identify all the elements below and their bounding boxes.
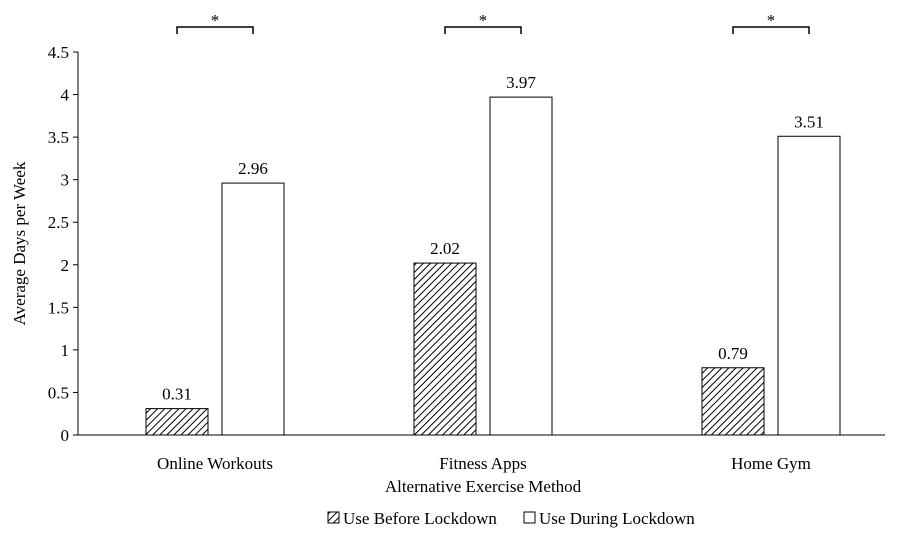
bars bbox=[145, 96, 841, 436]
x-tick-label: Online Workouts bbox=[157, 454, 273, 473]
x-axis-title: Alternative Exercise Method bbox=[385, 477, 582, 496]
y-tick-label: 2.5 bbox=[48, 213, 69, 232]
y-tick-label: 4.5 bbox=[48, 43, 69, 62]
y-tick-label: 1 bbox=[61, 341, 70, 360]
legend-swatch-during bbox=[523, 511, 536, 524]
legend-label: Use Before Lockdown bbox=[343, 509, 497, 528]
data-label: 2.96 bbox=[238, 159, 268, 178]
data-label: 0.79 bbox=[718, 344, 748, 363]
significance-bracket bbox=[176, 26, 254, 34]
y-axis-title: Average Days per Week bbox=[10, 161, 29, 325]
y-tick-label: 1.5 bbox=[48, 298, 69, 317]
significance-marker: * bbox=[479, 11, 488, 30]
bar-during-lockdown bbox=[221, 182, 285, 436]
data-label: 2.02 bbox=[430, 239, 460, 258]
legend-swatch-before bbox=[327, 511, 340, 524]
y-tick-label: 0.5 bbox=[48, 383, 69, 402]
labels: 0.31 2.02 0.79 2.96 3.97 3.51 Online Workouts F… bbox=[157, 11, 824, 496]
y-tick-label: 2 bbox=[61, 256, 70, 275]
bar-during-lockdown bbox=[777, 135, 841, 436]
bar-before-lockdown bbox=[413, 262, 477, 436]
bar-before-lockdown bbox=[701, 367, 765, 436]
bar-during-lockdown bbox=[489, 96, 553, 436]
axes: 0 0.5 1 1.5 2 2.5 3 3.5 4 4.5 Average Days per Wee… bbox=[10, 43, 885, 445]
significance-bracket bbox=[732, 26, 810, 34]
data-label: 3.51 bbox=[794, 112, 824, 131]
legend-label: Use During Lockdown bbox=[539, 509, 695, 528]
significance-bracket bbox=[444, 26, 522, 34]
y-tick-label: 0 bbox=[61, 426, 70, 445]
y-tick-label: 3.5 bbox=[48, 128, 69, 147]
bar-before-lockdown bbox=[145, 408, 209, 436]
data-label: 0.31 bbox=[162, 385, 192, 404]
data-label: 3.97 bbox=[506, 73, 536, 92]
legend: Use Before Lockdown Use During Lockdown bbox=[327, 509, 695, 528]
y-tick-label: 4 bbox=[61, 86, 70, 105]
y-tick-label: 3 bbox=[61, 171, 70, 190]
significance-marker: * bbox=[767, 11, 776, 30]
x-tick-label: Home Gym bbox=[731, 454, 811, 473]
significance-marker: * bbox=[211, 11, 220, 30]
x-tick-label: Fitness Apps bbox=[439, 454, 526, 473]
